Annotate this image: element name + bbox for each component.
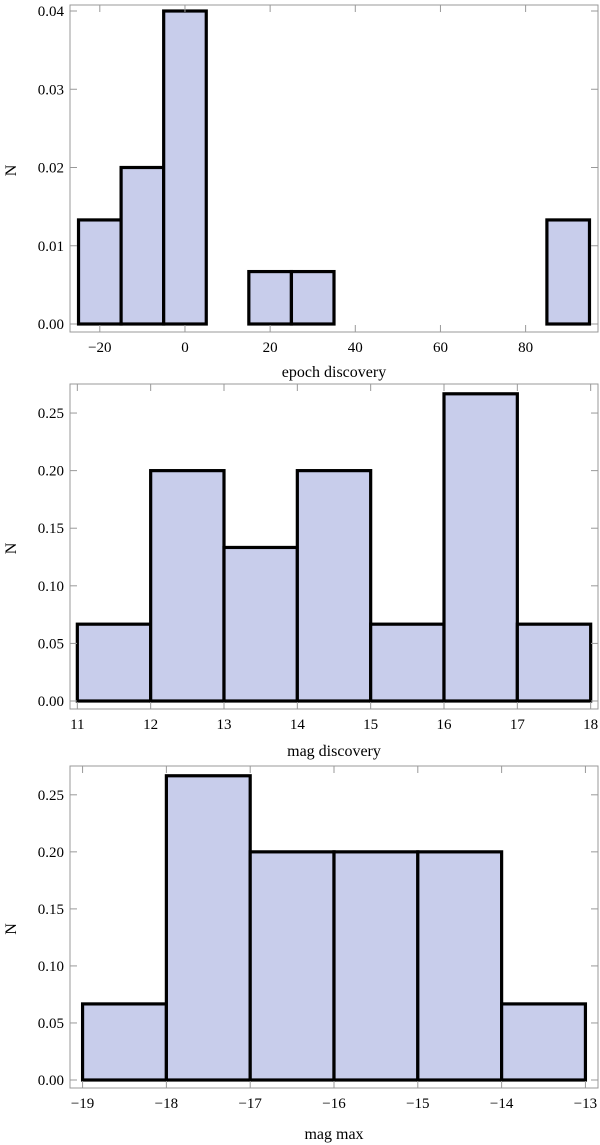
y-tick-label: 0.03 bbox=[38, 82, 64, 98]
x-tick-label: 13 bbox=[217, 717, 232, 733]
x-tick-label: 18 bbox=[583, 717, 598, 733]
x-tick-label: 14 bbox=[290, 717, 306, 733]
histogram-bar bbox=[222, 545, 299, 703]
histogram-bar bbox=[295, 469, 373, 703]
y-tick-label: 0.04 bbox=[38, 4, 65, 20]
histogram-bar bbox=[149, 469, 226, 703]
y-axis-label: N bbox=[3, 164, 20, 176]
x-tick-label: −16 bbox=[322, 1096, 346, 1112]
histogram-bar bbox=[119, 165, 166, 326]
chart-panel-1: −20 0 20 40 60 80 0.00 0.01 0.02 0.03 0.04 epoch di… bbox=[3, 4, 599, 381]
x-tick-label: 60 bbox=[433, 340, 448, 356]
x-tick-label: −13 bbox=[574, 1096, 597, 1112]
x-tick-label: 16 bbox=[437, 717, 453, 733]
x-tick-label: −15 bbox=[406, 1096, 429, 1112]
chart-panel-2: 11 12 13 14 15 16 17 18 0.00 0.05 0.10 0.15 0.20 0.25… bbox=[3, 383, 599, 760]
x-tick-label: 80 bbox=[518, 340, 533, 356]
y-tick-label: 0.01 bbox=[38, 239, 64, 255]
x-axis-label: mag max bbox=[304, 1126, 363, 1143]
x-axis-label: mag discovery bbox=[287, 743, 381, 760]
histogram-bar bbox=[545, 218, 592, 326]
y-tick-label: 0.25 bbox=[38, 788, 64, 804]
x-tick-label: −14 bbox=[490, 1096, 514, 1112]
x-tick-label: 20 bbox=[263, 340, 278, 356]
y-tick-label: 0.00 bbox=[38, 694, 64, 710]
y-tick-label: 0.15 bbox=[38, 902, 64, 918]
x-tick-label: 40 bbox=[348, 340, 363, 356]
histogram-bar bbox=[289, 269, 336, 326]
histogram-bar bbox=[162, 9, 208, 326]
y-tick-label: 0.00 bbox=[38, 1073, 64, 1089]
x-axis-label: epoch discovery bbox=[282, 364, 386, 381]
y-tick-label: 0.05 bbox=[38, 636, 64, 652]
chart-panel-3: −19 −18 −17 −16 −15 −14 −13 0.00 0.05 0.10 0.15 0.2… bbox=[3, 765, 599, 1143]
plot-frame bbox=[69, 4, 599, 333]
x-tick-label: 15 bbox=[363, 717, 378, 733]
histogram-bar bbox=[80, 1002, 168, 1082]
histogram-bar bbox=[248, 850, 336, 1082]
x-tick-label: 17 bbox=[510, 717, 526, 733]
y-tick-label: 0.05 bbox=[38, 1016, 64, 1032]
x-tick-label: 0 bbox=[181, 340, 189, 356]
histogram-bar bbox=[369, 622, 446, 703]
y-axis-label: N bbox=[3, 923, 20, 935]
histogram-bar bbox=[515, 622, 593, 703]
histogram-bar bbox=[500, 1002, 588, 1082]
histogram-bar bbox=[76, 218, 123, 326]
x-tick-label: −19 bbox=[71, 1096, 94, 1112]
x-tick-label: 11 bbox=[70, 717, 84, 733]
histogram-bar bbox=[442, 392, 519, 703]
x-tick-label: −17 bbox=[238, 1096, 262, 1112]
y-tick-label: 0.10 bbox=[38, 579, 64, 595]
plot-frame bbox=[69, 383, 599, 710]
x-tick-label: −18 bbox=[155, 1096, 178, 1112]
y-tick-label: 0.15 bbox=[38, 521, 64, 537]
histogram-bar bbox=[416, 850, 504, 1082]
y-tick-label: 0.00 bbox=[38, 317, 64, 333]
y-tick-label: 0.25 bbox=[38, 406, 64, 422]
x-tick-label: 12 bbox=[143, 717, 158, 733]
x-tick-label: −20 bbox=[88, 340, 111, 356]
y-tick-label: 0.20 bbox=[38, 464, 64, 480]
y-tick-label: 0.20 bbox=[38, 845, 64, 861]
histogram-bar bbox=[164, 774, 252, 1082]
y-tick-label: 0.10 bbox=[38, 959, 64, 975]
y-tick-label: 0.02 bbox=[38, 161, 64, 177]
histogram-bar bbox=[247, 269, 294, 326]
histogram-bar bbox=[332, 850, 420, 1082]
y-axis-label: N bbox=[3, 542, 20, 554]
histogram-bar bbox=[75, 622, 153, 703]
